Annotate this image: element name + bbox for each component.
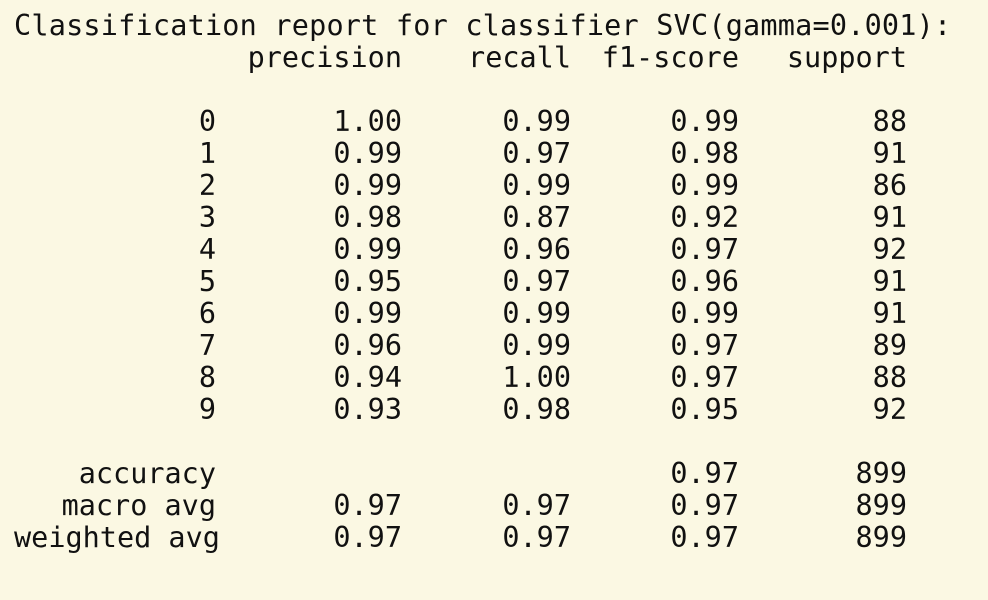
row-label: 9 bbox=[198, 393, 216, 426]
table-row: 1 0.99 0.97 0.98 91 bbox=[14, 138, 974, 170]
table-row: 3 0.98 0.87 0.92 91 bbox=[14, 202, 974, 234]
header-row: precision recall f1-score support bbox=[14, 42, 974, 74]
precision-value: 0.99 bbox=[333, 233, 402, 266]
recall-value: 0.96 bbox=[502, 233, 571, 266]
row-label: macro avg bbox=[61, 489, 216, 522]
precision-value: 0.99 bbox=[333, 169, 402, 202]
support-value: 86 bbox=[872, 169, 907, 202]
precision-value: 0.97 bbox=[333, 489, 402, 522]
row-label: 6 bbox=[198, 297, 216, 330]
f1-score-value: 0.99 bbox=[670, 169, 739, 202]
table-row: macro avg 0.97 0.97 0.97 899 bbox=[14, 490, 974, 522]
summary-rows: accuracy 0.97 899 macro avg 0.97 0.97 0.97 899 w… bbox=[14, 458, 974, 554]
recall-value: 0.97 bbox=[502, 521, 571, 554]
recall-value: 0.97 bbox=[502, 265, 571, 298]
support-value: 92 bbox=[872, 233, 907, 266]
support-value: 92 bbox=[872, 393, 907, 426]
row-label: 7 bbox=[198, 329, 216, 362]
precision-value: 0.99 bbox=[333, 137, 402, 170]
row-label: 4 bbox=[198, 233, 216, 266]
f1-score-value: 0.95 bbox=[670, 393, 739, 426]
header-f1-score: f1-score bbox=[601, 41, 739, 74]
blank-line bbox=[14, 426, 974, 458]
recall-value: 0.98 bbox=[502, 393, 571, 426]
support-value: 91 bbox=[872, 137, 907, 170]
precision-value: 0.98 bbox=[333, 201, 402, 234]
precision-value: 0.93 bbox=[333, 393, 402, 426]
row-label: 3 bbox=[198, 201, 216, 234]
classification-report: Classification report for classifier SVC… bbox=[14, 10, 974, 554]
f1-score-value: 0.97 bbox=[670, 329, 739, 362]
recall-value: 0.97 bbox=[502, 137, 571, 170]
table-row: weighted avg 0.97 0.97 0.97 899 bbox=[14, 522, 974, 554]
header-precision: precision bbox=[247, 41, 402, 74]
table-row: 7 0.96 0.99 0.97 89 bbox=[14, 330, 974, 362]
support-value: 88 bbox=[872, 361, 907, 394]
precision-value: 0.94 bbox=[333, 361, 402, 394]
precision-value: 0.97 bbox=[333, 521, 402, 554]
precision-value: 1.00 bbox=[333, 105, 402, 138]
blank-line bbox=[14, 74, 974, 106]
support-value: 91 bbox=[872, 265, 907, 298]
row-label: accuracy bbox=[78, 457, 216, 490]
table-row: 6 0.99 0.99 0.99 91 bbox=[14, 298, 974, 330]
recall-value: 0.99 bbox=[502, 329, 571, 362]
row-label: 0 bbox=[198, 105, 216, 138]
recall-value: 0.97 bbox=[502, 489, 571, 522]
f1-score-value: 0.97 bbox=[670, 361, 739, 394]
f1-score-value: 0.97 bbox=[670, 233, 739, 266]
precision-value: 0.96 bbox=[333, 329, 402, 362]
header-recall: recall bbox=[468, 41, 571, 74]
row-label: weighted avg bbox=[14, 521, 220, 554]
table-row: 5 0.95 0.97 0.96 91 bbox=[14, 266, 974, 298]
f1-score-value: 0.98 bbox=[670, 137, 739, 170]
support-value: 899 bbox=[855, 521, 907, 554]
table-row: 9 0.93 0.98 0.95 92 bbox=[14, 394, 974, 426]
report-title: Classification report for classifier SVC… bbox=[14, 9, 952, 42]
table-row: accuracy 0.97 899 bbox=[14, 458, 974, 490]
f1-score-value: 0.99 bbox=[670, 105, 739, 138]
recall-value: 0.87 bbox=[502, 201, 571, 234]
row-label: 1 bbox=[198, 137, 216, 170]
header-support: support bbox=[786, 41, 907, 74]
class-rows: 0 1.00 0.99 0.99 88 1 0.99 0.97 0.98 91 2 0.99 0.99 0… bbox=[14, 106, 974, 426]
precision-value: 0.99 bbox=[333, 297, 402, 330]
f1-score-value: 0.97 bbox=[670, 457, 739, 490]
table-row: 2 0.99 0.99 0.99 86 bbox=[14, 170, 974, 202]
support-value: 89 bbox=[872, 329, 907, 362]
table-row: 0 1.00 0.99 0.99 88 bbox=[14, 106, 974, 138]
row-label: 8 bbox=[198, 361, 216, 394]
recall-value: 0.99 bbox=[502, 105, 571, 138]
support-value: 88 bbox=[872, 105, 907, 138]
recall-value: 0.99 bbox=[502, 169, 571, 202]
f1-score-value: 0.92 bbox=[670, 201, 739, 234]
f1-score-value: 0.96 bbox=[670, 265, 739, 298]
row-label: 5 bbox=[198, 265, 216, 298]
f1-score-value: 0.97 bbox=[670, 489, 739, 522]
row-label: 2 bbox=[198, 169, 216, 202]
precision-value: 0.95 bbox=[333, 265, 402, 298]
table-row: 4 0.99 0.96 0.97 92 bbox=[14, 234, 974, 266]
support-value: 91 bbox=[872, 201, 907, 234]
support-value: 899 bbox=[855, 489, 907, 522]
recall-value: 0.99 bbox=[502, 297, 571, 330]
recall-value: 1.00 bbox=[502, 361, 571, 394]
f1-score-value: 0.97 bbox=[670, 521, 739, 554]
table-row: 8 0.94 1.00 0.97 88 bbox=[14, 362, 974, 394]
f1-score-value: 0.99 bbox=[670, 297, 739, 330]
support-value: 91 bbox=[872, 297, 907, 330]
support-value: 899 bbox=[855, 457, 907, 490]
